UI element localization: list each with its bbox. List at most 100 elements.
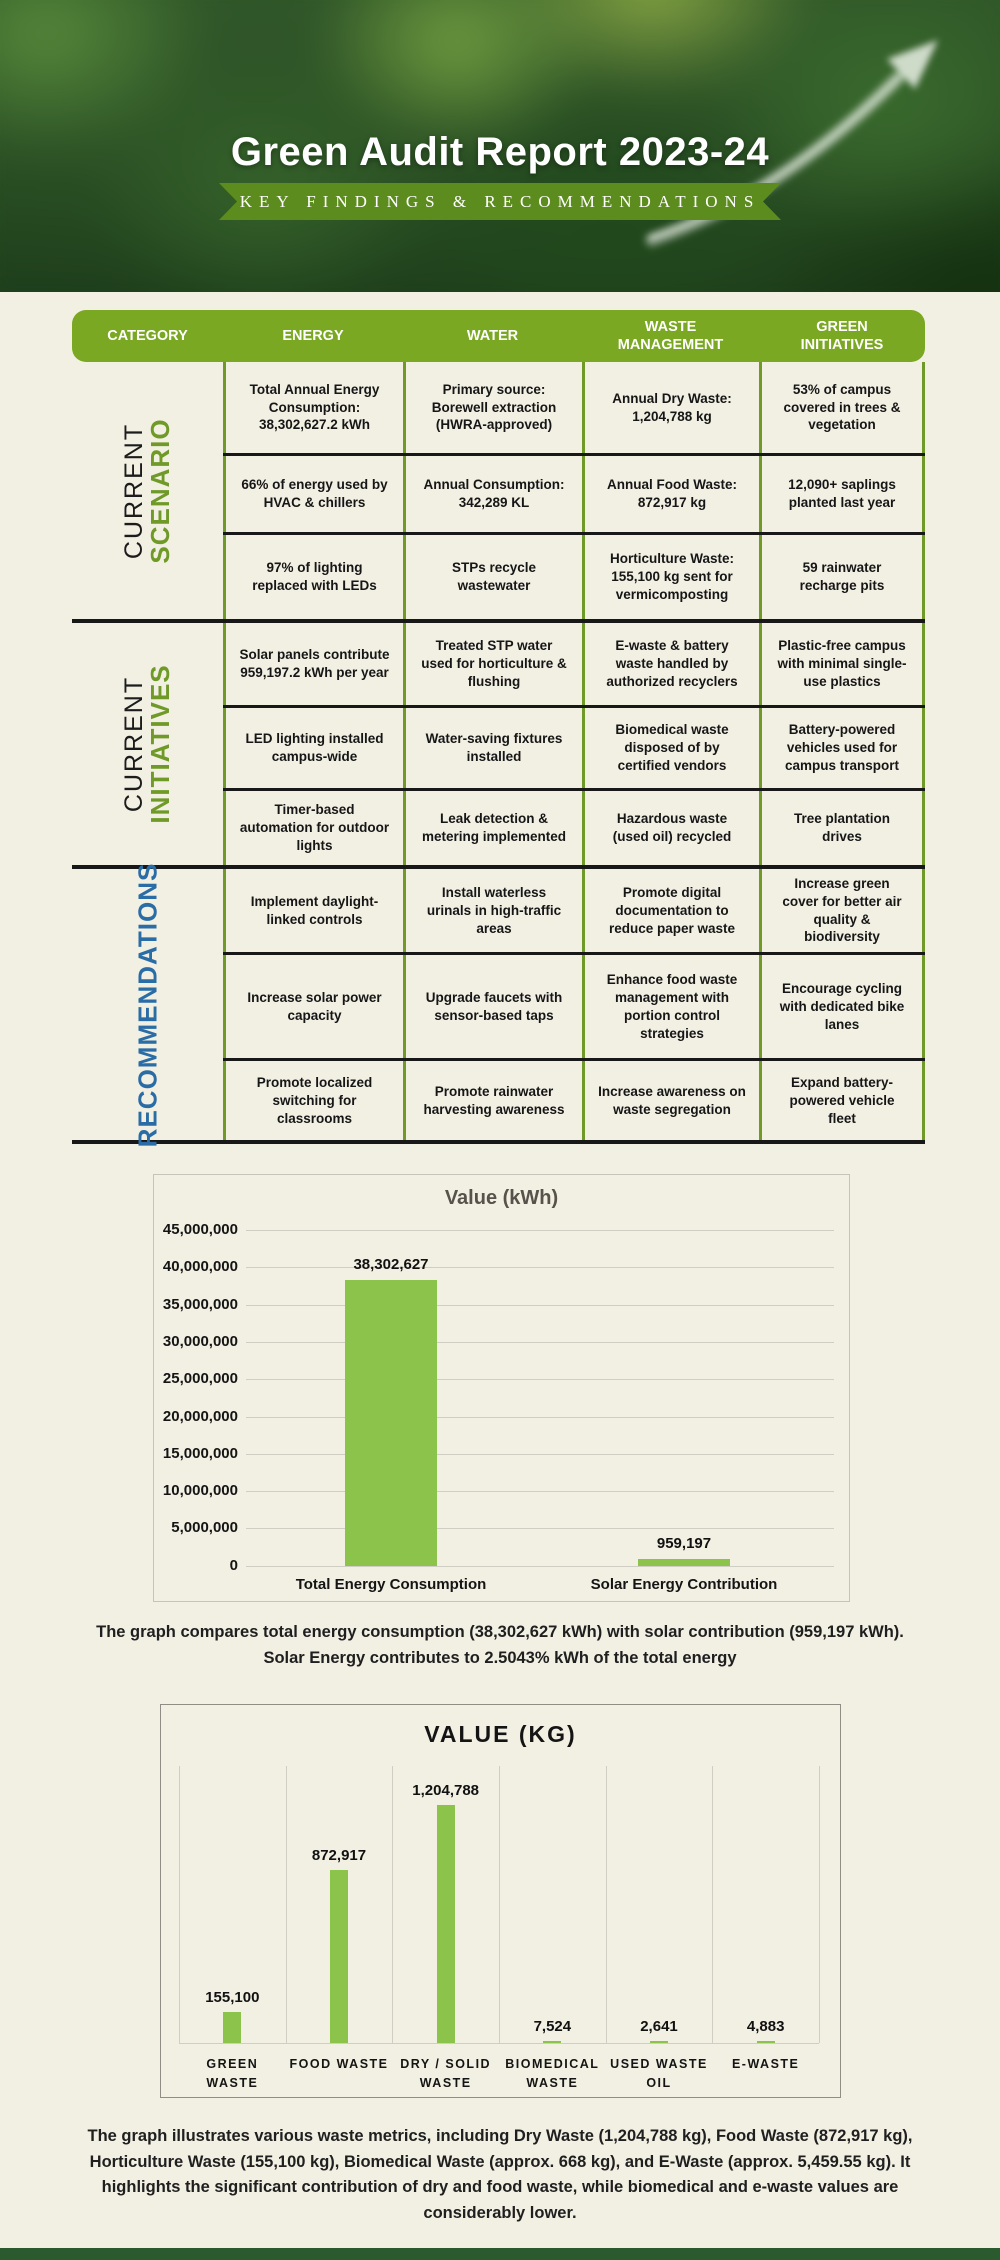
table-cell: Plastic-free campus with minimal single-…	[759, 623, 925, 705]
gridline-v	[392, 1766, 394, 2043]
chart-bar	[345, 1279, 437, 1566]
table-row: 66% of energy used by HVAC & chillers Ann…	[223, 453, 925, 532]
table-cell: Implement daylight-linked controls	[223, 869, 403, 953]
subtitle-ribbon: KEY FINDINGS & RECOMMENDATIONS	[219, 183, 781, 220]
bar-category-label: BIOMEDICAL WASTE	[505, 2057, 600, 2091]
section-divider	[72, 865, 925, 869]
table-cell: Solar panels contribute 959,197.2 kWh pe…	[223, 623, 403, 705]
table-cell: Encourage cycling with dedicated bike la…	[759, 955, 925, 1059]
table-cell: Install waterless urinals in high-traffi…	[403, 869, 582, 953]
section-label: RECOMMENDATIONS	[72, 862, 223, 1147]
chart-title: Value (kWh)	[444, 1187, 559, 1209]
column-header: ENERGY	[282, 327, 344, 344]
bar-category-label: DRY / SOLID WASTE	[400, 2057, 492, 2091]
growth-arrow-icon	[644, 40, 938, 248]
bar-category-label: Total Energy Consumption	[295, 1575, 487, 1593]
table-cell: 97% of lighting replaced with LEDs	[223, 535, 403, 619]
caption-line: Solar Energy contributes to 2.5043% kWh …	[263, 1648, 737, 1667]
section-rows: Total Annual Energy Consumption: 38,302,…	[223, 362, 925, 619]
gridline-v	[712, 1766, 714, 2043]
y-axis-tick: 20,000,000	[162, 1407, 238, 1425]
gridline-v	[499, 1766, 500, 2043]
gridline-h	[246, 1304, 834, 1306]
section-label-text: CURRENT SCENARIO	[119, 417, 175, 564]
gridline-h	[246, 1528, 834, 1530]
y-axis-tick: 5,000,000	[171, 1519, 238, 1537]
chart-bar	[650, 2041, 668, 2043]
y-axis-tick: 15,000,000	[162, 1444, 238, 1462]
bar-value-label: 1,204,788	[412, 1781, 480, 1799]
table-cell: Annual Dry Waste: 1,204,788 kg	[582, 362, 759, 453]
table-row: 97% of lighting replaced with LEDs STPs r…	[223, 532, 925, 619]
baseline	[179, 2043, 820, 2044]
gridline-h	[246, 1341, 834, 1343]
table-cell: Primary source: Borewell extraction (HWR…	[403, 362, 582, 453]
gridline-v	[819, 1766, 821, 2043]
section-label-top: CURRENT	[119, 675, 148, 813]
section-label-text: RECOMMENDATIONS	[131, 862, 162, 1147]
table-row: Total Annual Energy Consumption: 38,302,…	[223, 362, 925, 453]
column-header: CATEGORY	[107, 327, 188, 344]
table-cell: Increase solar power capacity	[223, 955, 403, 1059]
gridline-h	[246, 1565, 834, 1567]
section-label-main: RECOMMENDATIONS	[131, 862, 162, 1147]
table-cell: Timer-based automation for outdoor light…	[223, 791, 403, 865]
table-cell: 53% of campus covered in trees & vegetat…	[759, 362, 925, 453]
y-axis-tick: 30,000,000	[162, 1332, 238, 1350]
table-cell: Enhance food waste management with porti…	[582, 955, 759, 1059]
chart-bar	[330, 1870, 348, 2043]
section-rows: Solar panels contribute 959,197.2 kWh pe…	[223, 623, 925, 865]
table-cell: Water-saving fixtures installed	[403, 708, 582, 788]
gridline-h	[246, 1491, 834, 1493]
table-row: Timer-based automation for outdoor light…	[223, 788, 925, 865]
table-cell: Leak detection & metering implemented	[403, 791, 582, 865]
column-header: WASTE MANAGEMENT	[617, 318, 724, 353]
table-cell: 66% of energy used by HVAC & chillers	[223, 456, 403, 532]
column-header: GREEN INITIATIVES	[800, 318, 884, 353]
bar-value-label: 959,197	[656, 1534, 712, 1552]
section-label-text: CURRENT INITIATIVES	[119, 664, 175, 823]
table-row: Implement daylight-linked controls Instal…	[223, 869, 925, 953]
table-bottom-line	[72, 1140, 925, 1145]
chart-bar	[436, 1804, 455, 2043]
bar-value-label: 4,883	[746, 2018, 785, 2035]
section-rows: Implement daylight-linked controls Instal…	[223, 869, 925, 1141]
energy-chart-caption: The graph compares total energy consumpt…	[0, 1620, 1000, 1671]
table-cell: Tree plantation drives	[759, 791, 925, 865]
waste-bar-chart: VALUE (KG) 155,100 GREEN WASTE 872,917 FOOD …	[160, 1704, 841, 2098]
table-row: Solar panels contribute 959,197.2 kWh pe…	[223, 623, 925, 705]
hero-banner: Green Audit Report 2023-24 KEY FINDINGS …	[0, 0, 1000, 292]
gridline-v	[605, 1766, 607, 2043]
bar-category-label: GREEN WASTE	[206, 2057, 259, 2091]
table-cell: Annual Consumption: 342,289 KL	[403, 456, 582, 532]
table-header-row: CATEGORY ENERGY WATER WASTE MANAGEMENT GREEN I…	[72, 310, 925, 362]
table-cell: Increase awareness on waste segregation	[582, 1061, 759, 1141]
y-axis-tick: 10,000,000	[162, 1482, 238, 1500]
bar-value-label: 2,641	[640, 2018, 678, 2035]
table-cell: Biomedical waste disposed of by certifie…	[582, 708, 759, 788]
chart-bar	[223, 2012, 242, 2043]
section-label-main: SCENARIO	[144, 417, 175, 564]
audit-table: CATEGORY ENERGY WATER WASTE MANAGEMENT GREEN I…	[72, 310, 925, 1147]
section-divider	[72, 619, 925, 623]
table-cell: Promote rainwater harvesting awareness	[403, 1061, 582, 1141]
section-label: CURRENT INITIATIVES	[72, 623, 223, 865]
table-cell: Total Annual Energy Consumption: 38,302,…	[223, 362, 403, 453]
section-label-top: CURRENT	[119, 422, 148, 559]
gridline-v	[179, 1766, 180, 2043]
gridline-h	[246, 1379, 834, 1381]
gridline-h	[246, 1230, 834, 1231]
table-row: Increase solar power capacity Upgrade fau…	[223, 952, 925, 1059]
gridline-h	[246, 1416, 834, 1418]
bar-value-label: 38,302,627	[353, 1255, 429, 1273]
table-section: CURRENT INITIATIVES Solar panels contribut…	[72, 623, 925, 865]
y-axis-tick: 40,000,000	[162, 1258, 238, 1276]
bar-category-label: FOOD WASTE	[289, 2057, 389, 2071]
bar-value-label: 872,917	[311, 1847, 367, 1865]
energy-bar-chart: Value (kWh) 45,000,000 40,000,000 35,000,0…	[153, 1174, 850, 1602]
table-cell: 12,090+ saplings planted last year	[759, 456, 925, 532]
table-row: LED lighting installed campus-wide Water-…	[223, 705, 925, 788]
table-section: CURRENT SCENARIO Total Annual Energy Consu…	[72, 362, 925, 619]
bar-value-label: 7,524	[533, 2018, 572, 2035]
